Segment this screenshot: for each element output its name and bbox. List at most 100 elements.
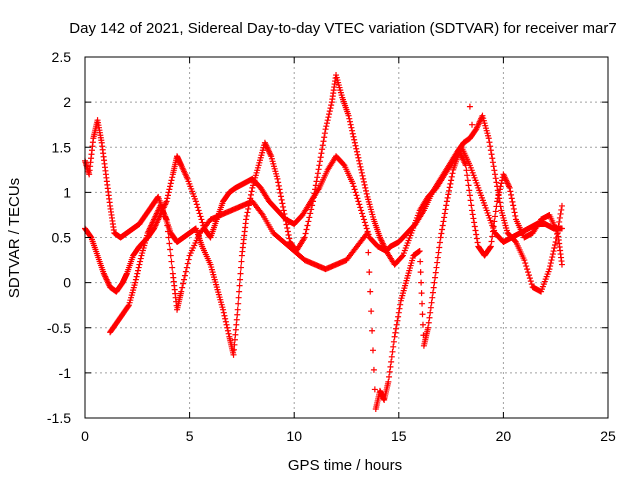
data-point <box>390 343 397 350</box>
data-point <box>495 192 502 199</box>
data-point <box>234 311 241 318</box>
data-point <box>443 202 450 209</box>
data-point <box>347 121 354 128</box>
data-point <box>302 230 309 237</box>
data-point <box>443 198 450 205</box>
data-point <box>135 264 142 271</box>
data-point <box>353 148 360 155</box>
data-point <box>419 300 426 307</box>
data-point <box>508 195 515 202</box>
data-point <box>307 210 314 217</box>
data-point <box>446 187 453 194</box>
data-point <box>206 233 213 240</box>
data-point <box>321 130 328 137</box>
data-point <box>512 238 519 245</box>
data-point <box>194 204 201 211</box>
data-point <box>523 263 530 270</box>
data-point <box>487 143 494 150</box>
data-point <box>164 192 171 199</box>
data-point <box>492 171 499 178</box>
data-point <box>493 203 500 210</box>
data-point <box>199 219 206 226</box>
data-point <box>371 386 378 393</box>
data-point <box>354 195 361 202</box>
data-point <box>548 257 555 264</box>
data-point <box>474 239 481 246</box>
data-point <box>366 269 373 276</box>
data-point <box>363 225 370 232</box>
data-point <box>525 269 532 276</box>
data-point <box>448 173 455 180</box>
data-point <box>349 130 356 137</box>
data-point <box>447 180 454 187</box>
x-tick-label: 15 <box>391 428 407 444</box>
data-point <box>168 258 175 265</box>
data-point <box>360 216 367 223</box>
y-tick-label: 0 <box>63 275 71 291</box>
data-point <box>222 318 229 325</box>
data-point <box>507 188 514 195</box>
data-point <box>164 195 171 202</box>
data-point <box>278 196 285 203</box>
data-point-outlier <box>469 121 476 128</box>
data-point <box>487 147 494 154</box>
data-point <box>280 207 287 214</box>
data-point <box>352 189 359 196</box>
data-point <box>353 145 360 152</box>
data-point <box>244 209 251 216</box>
data-point <box>389 348 396 355</box>
data-point <box>360 178 367 185</box>
data-point <box>166 240 173 247</box>
data-points <box>82 72 565 412</box>
data-point <box>164 228 171 235</box>
data-point <box>180 280 187 287</box>
data-point <box>316 162 323 169</box>
data-point <box>521 257 528 264</box>
y-axis-label: SDTVAR / TECUs <box>6 178 23 298</box>
data-point <box>236 288 243 295</box>
data-point <box>351 136 358 143</box>
data-point <box>550 248 557 255</box>
data-point <box>284 224 291 231</box>
data-point <box>489 159 496 166</box>
data-point <box>489 155 496 162</box>
data-point <box>427 309 434 316</box>
data-point <box>220 306 227 313</box>
data-point <box>237 276 244 283</box>
data-point <box>328 102 335 109</box>
data-point <box>393 321 400 328</box>
data-point <box>429 294 436 301</box>
data-point <box>441 210 448 217</box>
data-point <box>418 279 425 286</box>
data-point <box>248 188 255 195</box>
data-point <box>416 248 423 255</box>
data-point <box>369 347 376 354</box>
data-point <box>326 111 333 118</box>
data-point <box>498 180 505 187</box>
data-point <box>306 214 313 221</box>
data-point <box>134 267 141 274</box>
data-point <box>322 126 329 133</box>
data-point <box>439 222 446 229</box>
data-point <box>439 226 446 233</box>
data-point <box>556 218 563 225</box>
data-point <box>425 324 432 331</box>
x-axis-label: GPS time / hours <box>288 457 402 474</box>
data-point <box>493 179 500 186</box>
data-point <box>363 190 370 197</box>
data-point <box>351 139 358 146</box>
data-point <box>236 282 243 289</box>
data-point <box>303 226 310 233</box>
data-point <box>551 245 558 252</box>
y-tick-label: -1 <box>59 365 72 381</box>
data-point <box>301 234 308 241</box>
data-point <box>469 211 476 218</box>
data-point <box>492 175 499 182</box>
data-point <box>354 151 361 158</box>
data-point <box>417 258 424 265</box>
data-point <box>433 264 440 271</box>
data-point <box>197 213 204 220</box>
data-point <box>178 288 185 295</box>
data-point <box>169 174 176 181</box>
data-point <box>283 221 290 228</box>
